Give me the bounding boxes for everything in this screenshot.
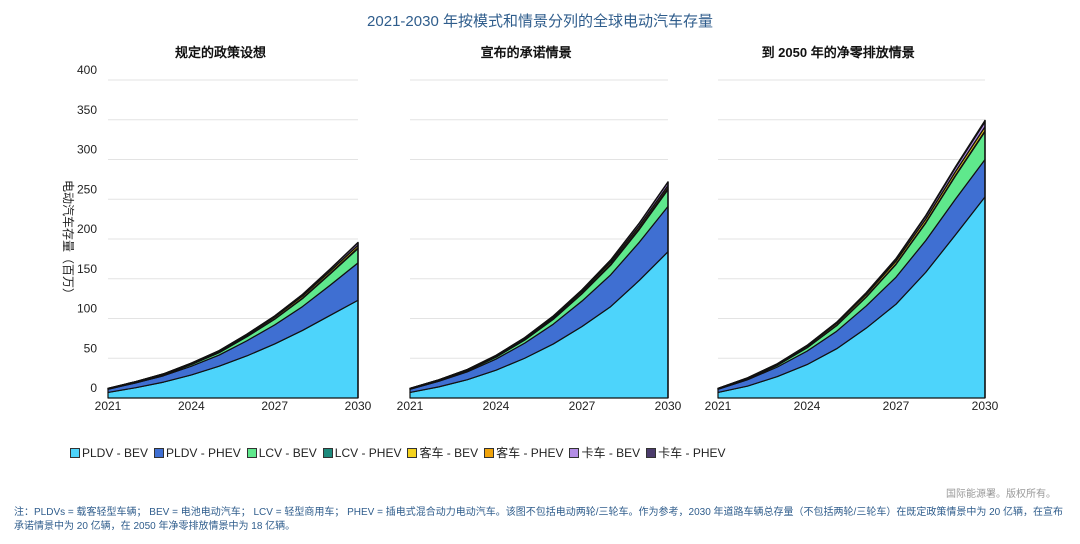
copyright: 国际能源署。版权所有。 [946,489,1056,500]
y-tick-label: 250 [77,182,97,196]
x-tick-label: 2027 [261,399,288,413]
panel-title: 宣布的承诺情景 [481,45,572,60]
y-tick-label: 100 [77,302,97,316]
legend-swatch [569,447,580,458]
y-tick-label: 350 [77,103,97,117]
chart-title: 2021-2030 年按模式和情景分列的全球电动汽车存量 [367,13,713,30]
legend-label: 卡车 - BEV [581,446,641,460]
y-tick-label: 400 [77,63,97,77]
y-axis-label: 电动汽车存量（百万） [61,180,76,300]
y-tick-label: 50 [84,341,98,355]
legend-swatch [646,447,657,458]
x-tick-label: 2021 [705,399,732,413]
legend-swatch [154,447,165,458]
legend-swatch [246,447,257,458]
legend-label: PLDV - BEV [82,445,149,460]
legend-item: PLDV - PHEV [154,444,241,461]
x-tick-label: 2030 [345,399,372,413]
y-tick-label: 200 [77,222,97,236]
legend-item: LCV - PHEV [322,444,402,461]
legend-label: 客车 - BEV [419,446,479,460]
legend-item: 客车 - BEV [407,444,478,461]
legend-label: 卡车 - PHEV [658,446,726,460]
y-tick-label: 300 [77,143,97,157]
legend-item: 卡车 - BEV [569,444,640,461]
legend: PLDV - BEV PLDV - PHEV LCV - BEV LCV - PHEV… [70,444,726,461]
x-tick-label: 2024 [794,399,821,413]
legend-label: LCV - PHEV [334,445,402,460]
legend-swatch [322,447,333,458]
legend-item: 卡车 - PHEV [646,444,726,461]
x-tick-label: 2030 [655,399,682,413]
legend-swatch [484,447,495,458]
panel-title: 到 2050 年的净零排放情景 [762,45,915,60]
legend-item: 客车 - PHEV [484,444,563,461]
legend-label: 客车 - PHEV [496,446,564,460]
panel-title: 规定的政策设想 [175,45,266,60]
x-tick-label: 2030 [972,399,999,413]
legend-swatch [70,447,80,458]
x-tick-label: 2021 [397,399,424,413]
chart-svg: 电动汽车存量（百万） 规定的政策设想 0 50 100 150 200 250 300 350 40… [61,45,999,413]
y-tick-label: 150 [77,262,97,276]
footnote: 注：PLDVs = 载客轻型车辆； BEV = 电池电动汽车； LCV = 轻型… [14,507,1063,532]
x-tick-label: 2024 [178,399,205,413]
x-tick-label: 2027 [883,399,910,413]
legend-swatch [407,447,418,458]
y-tick-label: 0 [90,381,97,395]
legend-label: LCV - BEV [258,445,317,460]
legend-item: PLDV - BEV [70,444,148,461]
x-tick-label: 2024 [483,399,510,413]
legend-item: LCV - BEV [246,444,317,461]
x-tick-label: 2021 [95,399,122,413]
x-tick-label: 2027 [569,399,596,413]
legend-label: PLDV - PHEV [166,445,241,460]
